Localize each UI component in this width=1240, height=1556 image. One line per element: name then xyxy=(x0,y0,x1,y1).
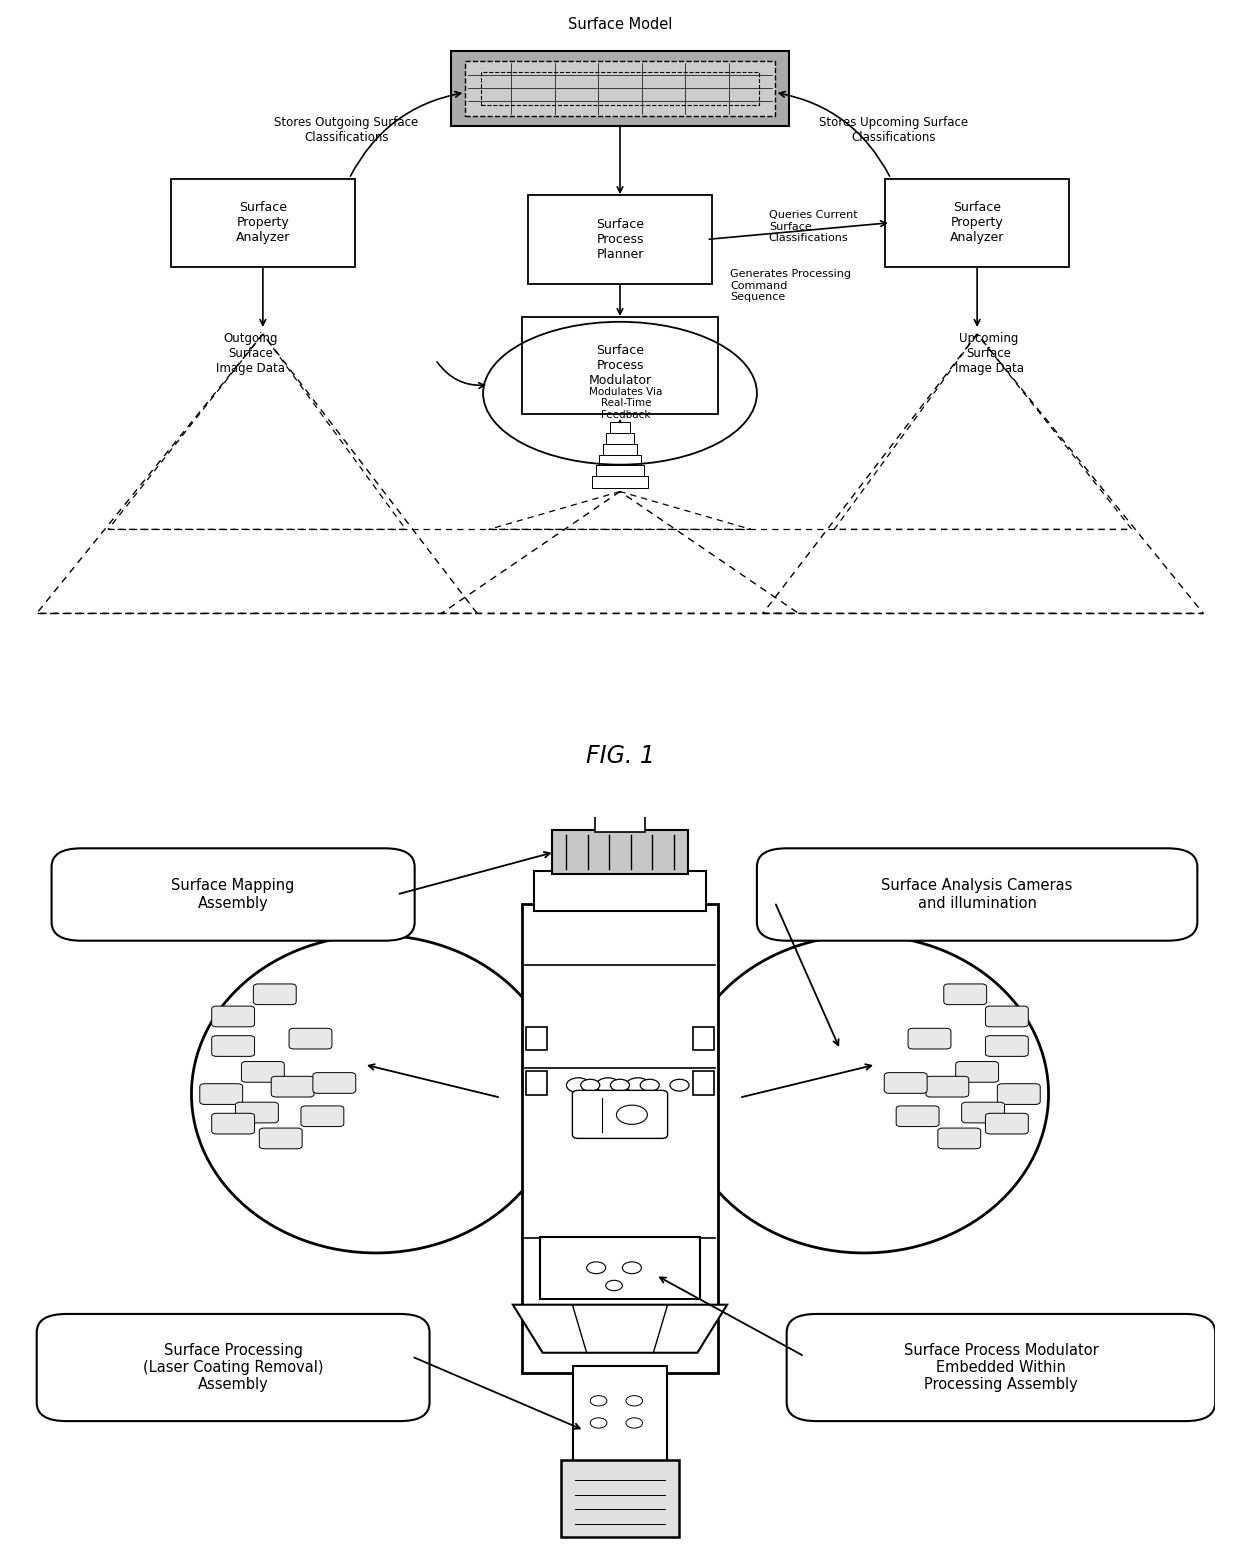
FancyBboxPatch shape xyxy=(601,800,618,814)
FancyBboxPatch shape xyxy=(610,422,630,434)
FancyBboxPatch shape xyxy=(986,1113,1028,1134)
Circle shape xyxy=(626,1078,650,1092)
Circle shape xyxy=(596,1078,620,1092)
Circle shape xyxy=(580,1080,600,1091)
Text: Stores Upcoming Surface
Classifications: Stores Upcoming Surface Classifications xyxy=(820,117,968,145)
FancyBboxPatch shape xyxy=(756,848,1198,941)
Circle shape xyxy=(567,1078,590,1092)
FancyBboxPatch shape xyxy=(599,454,641,467)
FancyBboxPatch shape xyxy=(786,1313,1215,1421)
Circle shape xyxy=(622,1262,641,1274)
FancyBboxPatch shape xyxy=(528,196,712,283)
Text: Surface Process Modulator
Embedded Within
Processing Assembly: Surface Process Modulator Embedded Withi… xyxy=(904,1343,1099,1393)
FancyBboxPatch shape xyxy=(603,443,637,456)
FancyBboxPatch shape xyxy=(212,1113,254,1134)
Circle shape xyxy=(605,1281,622,1290)
Text: Outgoing
Surface
Image Data: Outgoing Surface Image Data xyxy=(217,331,285,375)
FancyBboxPatch shape xyxy=(552,831,688,874)
FancyBboxPatch shape xyxy=(289,1029,332,1049)
Text: Stores Outgoing Surface
Classifications: Stores Outgoing Surface Classifications xyxy=(274,117,418,145)
FancyBboxPatch shape xyxy=(926,1077,968,1097)
FancyBboxPatch shape xyxy=(884,1072,928,1094)
FancyBboxPatch shape xyxy=(522,904,718,1372)
FancyBboxPatch shape xyxy=(541,1237,699,1299)
Text: FIG. 1: FIG. 1 xyxy=(585,744,655,769)
FancyBboxPatch shape xyxy=(573,1366,667,1461)
Text: Surface Mapping
Assembly: Surface Mapping Assembly xyxy=(171,878,295,910)
FancyBboxPatch shape xyxy=(236,1102,278,1123)
Text: FIG. 2: FIG. 2 xyxy=(585,1508,655,1531)
FancyBboxPatch shape xyxy=(997,1083,1040,1105)
FancyBboxPatch shape xyxy=(212,1036,254,1057)
Circle shape xyxy=(590,1418,606,1428)
Text: Surface
Property
Analyzer: Surface Property Analyzer xyxy=(236,201,290,244)
FancyBboxPatch shape xyxy=(937,1128,981,1148)
FancyBboxPatch shape xyxy=(534,871,706,910)
Circle shape xyxy=(626,1396,642,1407)
Circle shape xyxy=(590,1396,606,1407)
Ellipse shape xyxy=(680,935,1049,1253)
FancyBboxPatch shape xyxy=(212,1007,254,1027)
FancyBboxPatch shape xyxy=(897,1106,939,1127)
Circle shape xyxy=(626,1418,642,1428)
Polygon shape xyxy=(513,1304,727,1352)
FancyBboxPatch shape xyxy=(625,800,641,814)
FancyBboxPatch shape xyxy=(272,1077,314,1097)
FancyBboxPatch shape xyxy=(253,983,296,1005)
Circle shape xyxy=(610,1080,630,1091)
Text: Surface Analysis Cameras
and illumination: Surface Analysis Cameras and illuminatio… xyxy=(882,878,1073,910)
FancyBboxPatch shape xyxy=(171,179,355,266)
FancyBboxPatch shape xyxy=(885,179,1069,266)
FancyBboxPatch shape xyxy=(560,1460,680,1537)
FancyBboxPatch shape xyxy=(986,1007,1028,1027)
FancyBboxPatch shape xyxy=(465,61,775,115)
FancyBboxPatch shape xyxy=(200,1083,243,1105)
FancyBboxPatch shape xyxy=(595,465,645,478)
Text: Surface
Process
Modulator: Surface Process Modulator xyxy=(589,344,651,387)
FancyBboxPatch shape xyxy=(312,1072,356,1094)
FancyBboxPatch shape xyxy=(301,1106,343,1127)
FancyBboxPatch shape xyxy=(591,476,649,489)
FancyBboxPatch shape xyxy=(693,1027,714,1050)
FancyBboxPatch shape xyxy=(52,848,414,941)
Text: Surface
Process
Planner: Surface Process Planner xyxy=(596,218,644,261)
Circle shape xyxy=(587,1262,605,1274)
FancyBboxPatch shape xyxy=(595,812,645,832)
Text: Upcoming
Surface
Image Data: Upcoming Surface Image Data xyxy=(955,331,1023,375)
FancyBboxPatch shape xyxy=(956,1061,998,1083)
Circle shape xyxy=(670,1080,689,1091)
FancyBboxPatch shape xyxy=(526,1027,547,1050)
FancyBboxPatch shape xyxy=(908,1029,951,1049)
FancyBboxPatch shape xyxy=(522,317,718,414)
Text: Surface
Property
Analyzer: Surface Property Analyzer xyxy=(950,201,1004,244)
Text: Queries Current
Surface
Classifications: Queries Current Surface Classifications xyxy=(769,210,857,243)
FancyBboxPatch shape xyxy=(944,983,987,1005)
FancyBboxPatch shape xyxy=(526,1071,547,1095)
Ellipse shape xyxy=(191,935,560,1253)
FancyBboxPatch shape xyxy=(606,433,634,445)
Text: Generates Processing
Command
Sequence: Generates Processing Command Sequence xyxy=(730,269,851,302)
FancyBboxPatch shape xyxy=(962,1102,1004,1123)
FancyBboxPatch shape xyxy=(37,1313,429,1421)
Circle shape xyxy=(640,1080,660,1091)
FancyBboxPatch shape xyxy=(573,1091,667,1139)
FancyBboxPatch shape xyxy=(986,1036,1028,1057)
Text: Surface Model: Surface Model xyxy=(568,17,672,31)
FancyBboxPatch shape xyxy=(451,51,789,126)
FancyBboxPatch shape xyxy=(259,1128,303,1148)
FancyBboxPatch shape xyxy=(242,1061,284,1083)
Circle shape xyxy=(616,1105,647,1125)
Text: Modulates Via
Real-Time
Feedback: Modulates Via Real-Time Feedback xyxy=(589,387,662,420)
Text: Surface Processing
(Laser Coating Removal)
Assembly: Surface Processing (Laser Coating Remova… xyxy=(143,1343,324,1393)
FancyBboxPatch shape xyxy=(693,1071,714,1095)
